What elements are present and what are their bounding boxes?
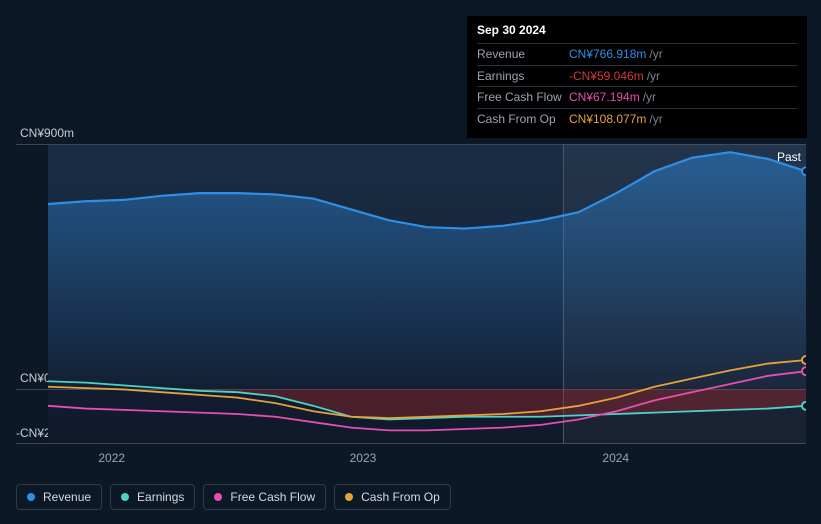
legend-label: Earnings — [137, 490, 184, 504]
tooltip-date: Sep 30 2024 — [477, 22, 797, 43]
chart-plot — [16, 144, 806, 444]
legend-fcf[interactable]: Free Cash Flow — [203, 484, 326, 510]
legend-dot-icon — [27, 493, 35, 501]
tooltip-row-label: Earnings — [477, 68, 569, 85]
tooltip-row-value: CN¥766.918m — [569, 47, 646, 61]
tooltip-row-unit: /yr — [647, 69, 660, 83]
tooltip-row-label: Revenue — [477, 46, 569, 63]
legend-dot-icon — [121, 493, 129, 501]
legend: Revenue Earnings Free Cash Flow Cash From O… — [16, 484, 451, 510]
x-axis-tick: 2023 — [350, 451, 377, 465]
legend-dot-icon — [214, 493, 222, 501]
chart-tooltip: Sep 30 2024 RevenueCN¥766.918m/yrEarning… — [467, 16, 807, 138]
tooltip-row-unit: /yr — [649, 47, 662, 61]
legend-dot-icon — [345, 493, 353, 501]
legend-label: Revenue — [43, 490, 91, 504]
x-axis-tick: 2022 — [98, 451, 125, 465]
past-label: Past — [777, 150, 801, 164]
tooltip-row-value: CN¥67.194m — [569, 90, 640, 104]
x-axis: 2022 2023 2024 — [16, 451, 806, 467]
x-axis-tick: 2024 — [602, 451, 629, 465]
tooltip-row-unit: /yr — [643, 90, 656, 104]
legend-revenue[interactable]: Revenue — [16, 484, 102, 510]
tooltip-row-label: Cash From Op — [477, 111, 569, 128]
tooltip-row: RevenueCN¥766.918m/yr — [477, 43, 797, 65]
tooltip-row-unit: /yr — [649, 112, 662, 126]
tooltip-row-value: -CN¥59.046m — [569, 69, 644, 83]
y-axis-max-label: CN¥900m — [20, 126, 74, 140]
tooltip-row-label: Free Cash Flow — [477, 89, 569, 106]
tooltip-row-value: CN¥108.077m — [569, 112, 646, 126]
legend-cfo[interactable]: Cash From Op — [334, 484, 451, 510]
legend-label: Cash From Op — [361, 490, 440, 504]
legend-label: Free Cash Flow — [230, 490, 315, 504]
legend-earnings[interactable]: Earnings — [110, 484, 195, 510]
tooltip-row: Free Cash FlowCN¥67.194m/yr — [477, 86, 797, 108]
tooltip-row: Earnings-CN¥59.046m/yr — [477, 65, 797, 87]
tooltip-row: Cash From OpCN¥108.077m/yr — [477, 108, 797, 130]
